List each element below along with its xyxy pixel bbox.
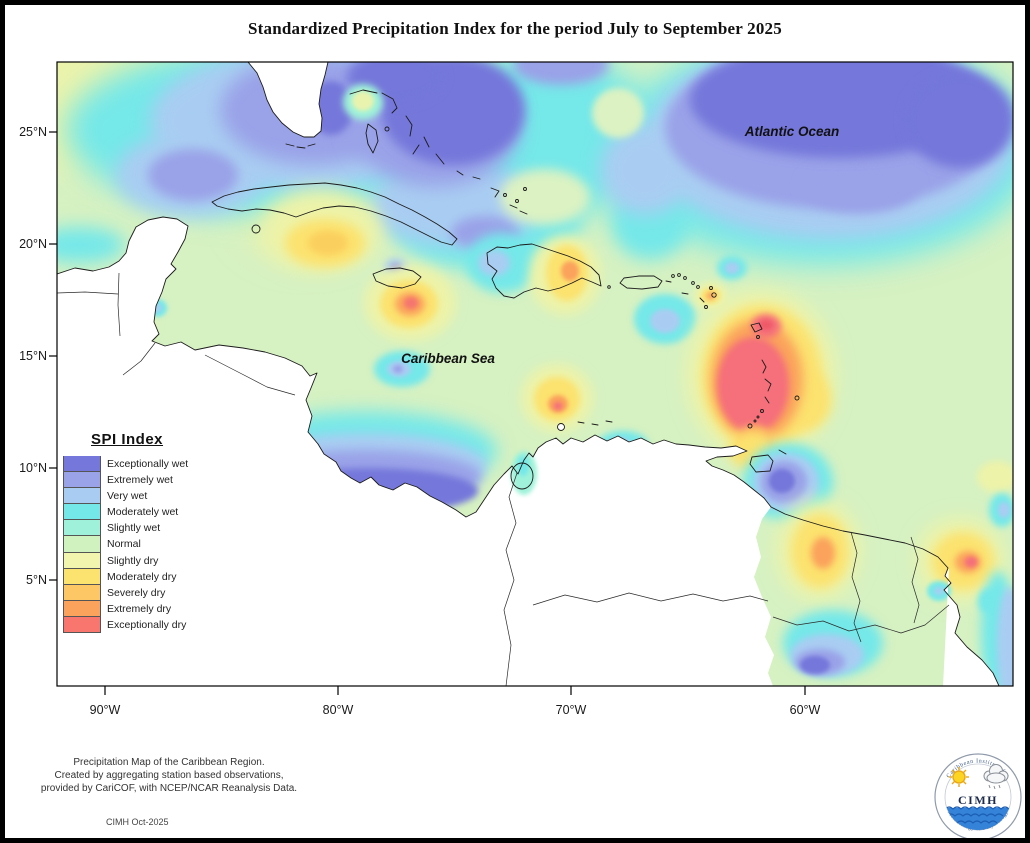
map-stamp: CIMH Oct-2025	[106, 817, 169, 827]
spi-legend: SPI Index Exceptionally wet Extremely we…	[63, 429, 288, 638]
longitude-label: 90°W	[90, 703, 121, 717]
legend-row: Normal	[63, 536, 288, 553]
legend-row: Very wet	[63, 488, 288, 505]
legend-swatch	[63, 504, 101, 521]
rain-icon	[988, 784, 1001, 790]
legend-row: Extremely dry	[63, 600, 288, 617]
footer-line: Precipitation Map of the Caribbean Regio…	[73, 757, 265, 768]
legend-label: Slightly dry	[107, 554, 159, 567]
footer-line: provided by CariCOF, with NCEP/NCAR Rean…	[40, 783, 298, 794]
legend-row: Slightly wet	[63, 520, 288, 537]
legend-label: Exceptionally dry	[107, 618, 187, 631]
country-borders	[57, 272, 950, 686]
footer-caption: Precipitation Map of the Caribbean Regio…	[38, 756, 300, 795]
atlantic-ocean-label: Atlantic Ocean	[744, 124, 840, 139]
spi-map-image: 25°N 20°N 15°N 10°N 5°N 90°W 80°W 70°W 6…	[19, 61, 1014, 717]
logo-sea	[945, 806, 1011, 830]
legend-row: Slightly dry	[63, 552, 288, 569]
page-title: Standardized Precipitation Index for the…	[248, 19, 782, 38]
cloud-icon	[983, 764, 1009, 784]
latitude-label: 10°N	[19, 461, 47, 475]
legend-label: Moderately wet	[107, 506, 179, 519]
brazil-landmass	[943, 568, 999, 686]
legend-label: Extremely wet	[107, 474, 173, 487]
footer-line: Created by aggregating station based obs…	[54, 770, 284, 781]
longitude-label: 60°W	[790, 703, 821, 717]
legend-swatch	[63, 568, 101, 585]
longitude-label: 80°W	[323, 703, 354, 717]
legend-row: Exceptionally dry	[63, 616, 288, 634]
legend-label: Extremely dry	[107, 602, 172, 615]
legend-title: SPI Index	[91, 431, 164, 448]
legend-label: Slightly wet	[107, 522, 161, 535]
legend-swatch	[63, 472, 101, 489]
legend-row: Severely dry	[63, 584, 288, 601]
latitude-label: 20°N	[19, 237, 47, 251]
longitude-label: 70°W	[556, 703, 587, 717]
axis-labels: 25°N 20°N 15°N 10°N 5°N 90°W 80°W 70°W 6…	[19, 125, 820, 717]
legend-row: Moderately dry	[63, 568, 288, 585]
legend-row: Moderately wet	[63, 504, 288, 521]
map-frame	[56, 61, 1014, 687]
legend-swatch	[63, 616, 101, 634]
legend-swatch	[63, 536, 101, 553]
legend-swatch	[63, 584, 101, 601]
legend-label: Severely dry	[107, 586, 166, 599]
florida-landmass	[247, 62, 329, 138]
legend-label: Moderately dry	[107, 570, 177, 583]
legend-label: Exceptionally wet	[107, 458, 189, 470]
legend-swatch	[63, 600, 101, 617]
legend-swatch	[63, 456, 101, 473]
latitude-label: 25°N	[19, 125, 47, 139]
latitude-label: 15°N	[19, 349, 47, 363]
legend-row: Exceptionally wet	[63, 456, 288, 473]
coastlines	[57, 89, 1000, 686]
caribbean-sea-label: Caribbean Sea	[401, 351, 495, 366]
legend-label: Normal	[107, 538, 141, 551]
legend-label: Very wet	[107, 490, 148, 503]
sun-icon	[949, 767, 969, 787]
legend-swatch	[63, 488, 101, 505]
legend-swatch	[63, 552, 101, 569]
legend-row: Extremely wet	[63, 472, 288, 489]
latitude-label: 5°N	[26, 573, 47, 587]
logo-acronym: CIMH	[958, 793, 998, 807]
ocean-labels: Atlantic Ocean Caribbean Sea	[401, 124, 839, 366]
legend-swatch	[63, 520, 101, 537]
cimh-logo: Caribbean Institute for Meteorology and …	[934, 753, 1022, 838]
axis-ticks	[49, 131, 806, 695]
